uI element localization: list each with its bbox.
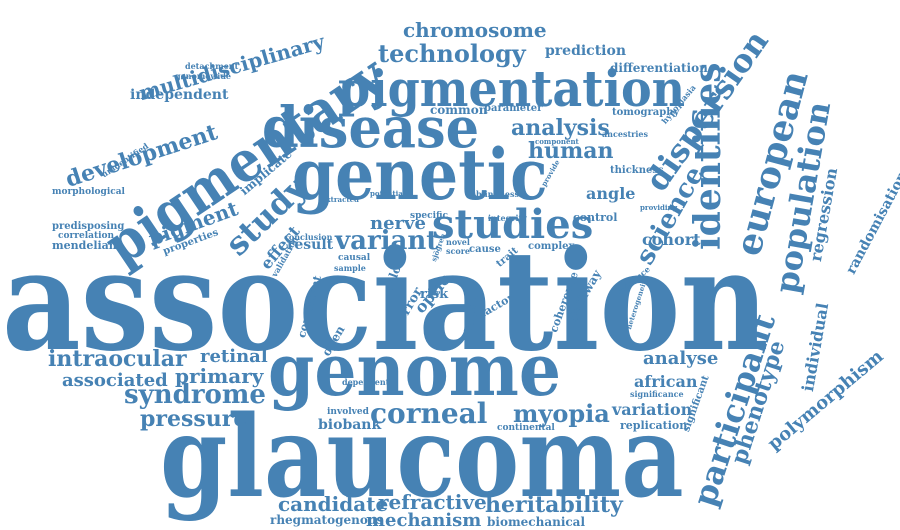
word-tomography: tomography xyxy=(612,107,680,118)
word-causal: causal xyxy=(338,253,371,263)
word-associated: associated xyxy=(62,370,168,391)
word-sample: sample xyxy=(334,263,366,273)
word-independent: independent xyxy=(130,87,229,103)
word-african: african xyxy=(634,372,698,391)
word-risk: risk xyxy=(420,287,449,302)
word-variant: variant xyxy=(335,226,439,256)
word-nerve: nerve xyxy=(370,213,426,234)
word-variation: variation xyxy=(612,400,693,419)
word-retinal: retinal xyxy=(200,346,268,367)
word-specific: specific xyxy=(410,211,449,221)
word-score: score xyxy=(446,246,471,256)
word-disease: disease xyxy=(262,95,480,161)
word-analysis: analysis xyxy=(511,115,610,141)
word-association: association xyxy=(2,219,769,382)
word-individual: individual xyxy=(798,301,833,393)
word-genome: genome xyxy=(268,327,562,412)
word-extracted: extracted xyxy=(322,195,359,204)
word-component: component xyxy=(535,137,579,146)
word-complex: complex xyxy=(528,241,575,252)
word-prediction: prediction xyxy=(545,43,627,59)
word-significance: significance xyxy=(630,389,684,399)
word-genetic: genetic xyxy=(292,133,548,216)
word-mendelian: mendelian xyxy=(52,239,117,252)
word-analyse: analyse xyxy=(643,348,719,369)
word-biobank: biobank xyxy=(318,417,382,433)
word-human: human xyxy=(528,138,614,164)
word-studies: studies xyxy=(432,201,594,248)
word-corneal: corneal xyxy=(370,397,488,430)
word-randomisation: randomisation xyxy=(843,168,900,278)
word-novel: novel xyxy=(446,237,470,247)
word-replication: replication xyxy=(620,419,688,432)
word-dependent: dependent xyxy=(342,377,390,387)
word-chromosome: chromosome xyxy=(403,18,547,42)
word-angle: angle xyxy=(586,184,636,203)
word-ancestries: ancestries xyxy=(602,129,649,139)
word-refractive: refractive xyxy=(378,490,487,514)
word-result: result xyxy=(287,237,334,253)
word-integrity: integrity xyxy=(488,213,527,223)
word-cause: cause xyxy=(469,244,501,255)
word-mechanism: mechanism xyxy=(366,510,482,530)
word-intraocular: intraocular xyxy=(48,346,187,372)
word-thickness: thickness xyxy=(610,165,664,176)
word-involved: involved xyxy=(327,407,369,417)
word-pigmentation: pigmentation xyxy=(338,59,686,118)
word-continental: continental xyxy=(497,423,555,433)
word-correlation: correlation xyxy=(58,231,115,241)
word-biomechanical: biomechanical xyxy=(487,515,586,529)
word-syndrome: syndrome xyxy=(124,380,266,410)
word-pressure: pressure xyxy=(140,406,248,432)
word-heritability: heritability xyxy=(485,492,623,518)
word-parameter: parameter xyxy=(484,103,543,114)
word-potential: potential xyxy=(370,189,406,198)
word-genomewide: genomewide xyxy=(175,71,231,81)
word-cohort: cohort xyxy=(642,230,701,249)
word-differentiation: differentiation xyxy=(610,61,708,75)
word-candidate: candidate xyxy=(278,492,389,516)
word-detachment: detachment xyxy=(185,61,239,71)
word-myopia: myopia xyxy=(513,399,610,428)
word-common: common xyxy=(430,103,488,117)
word-predisposing: predisposing xyxy=(52,221,125,232)
word-providing: providing xyxy=(640,203,678,212)
word-technology: technology xyxy=(378,39,526,68)
word-blindness: blindness xyxy=(476,189,519,199)
word-control: control xyxy=(573,211,618,224)
word-conclusion: conclusion xyxy=(284,232,333,242)
word-morphological: morphological xyxy=(52,187,125,197)
word-rhegmatogenous: rhegmatogenous xyxy=(270,513,384,527)
word-primary: primary xyxy=(175,364,264,388)
word-glaucoma: glaucoma xyxy=(160,392,684,523)
